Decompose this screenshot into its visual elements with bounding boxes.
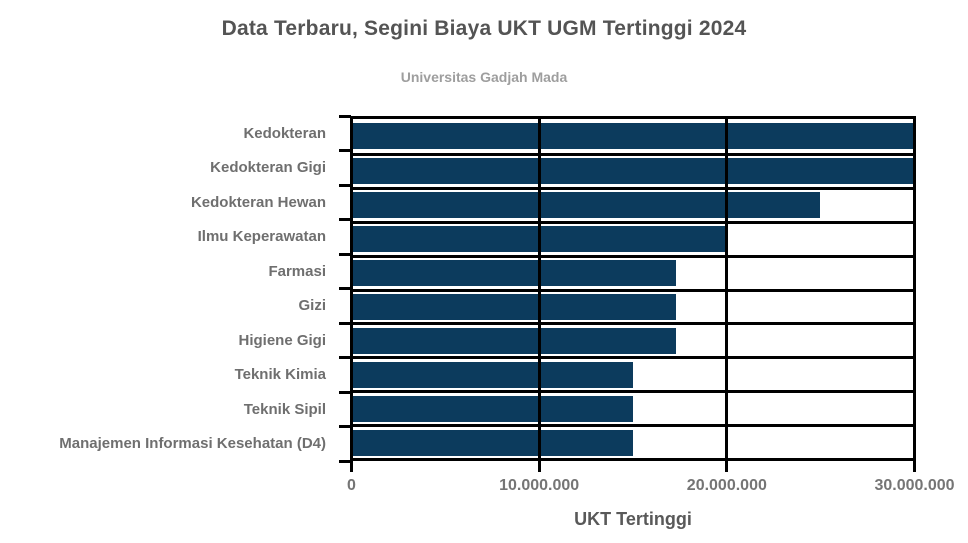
x-tick <box>913 461 916 472</box>
bar <box>353 158 913 185</box>
x-axis-title: UKT Tertinggi <box>574 509 692 529</box>
y-tick <box>339 149 351 152</box>
chart-title: Data Terbaru, Segini Biaya UKT UGM Terti… <box>221 17 747 40</box>
plot-area <box>350 116 916 461</box>
bar <box>353 192 820 219</box>
y-tick <box>339 252 351 256</box>
bar-row <box>353 152 913 187</box>
bar-row <box>353 288 913 323</box>
x-tick-label: 30.000.000 <box>874 477 955 494</box>
bar-row <box>353 254 913 289</box>
category-label: Kedokteran Hewan <box>190 193 326 211</box>
bar-row <box>353 220 913 255</box>
y-tick <box>339 390 351 394</box>
bar-row <box>353 186 913 221</box>
bar-row <box>353 322 913 356</box>
x-tick-label: 0 <box>347 477 356 494</box>
bar <box>353 429 633 456</box>
x-tick <box>350 461 353 472</box>
bar <box>353 327 676 354</box>
x-tick <box>537 461 541 472</box>
bar-row <box>353 356 913 390</box>
bar <box>353 122 913 149</box>
gridline <box>538 119 542 458</box>
gridline <box>724 119 728 458</box>
y-tick <box>339 321 351 325</box>
category-label: Higiene Gigi <box>238 331 326 349</box>
category-label: Teknik Kimia <box>234 366 326 384</box>
y-tick <box>339 287 351 290</box>
x-tick-label: 20.000.000 <box>686 477 767 494</box>
bar-row <box>353 390 913 424</box>
y-tick <box>339 183 351 187</box>
category-label: Kedokteran <box>243 124 326 142</box>
category-label: Teknik Sipil <box>243 400 326 418</box>
y-tick <box>339 459 351 463</box>
category-label: Ilmu Keperawatan <box>197 228 326 246</box>
category-label: Gizi <box>298 297 326 315</box>
category-label: Manajemen Informasi Kesehatan (D4) <box>59 435 326 453</box>
x-tick <box>725 461 729 472</box>
x-tick-label: 10.000.000 <box>499 477 580 494</box>
y-tick <box>339 218 351 221</box>
bar <box>353 361 633 388</box>
category-label: Farmasi <box>268 262 326 280</box>
y-tick <box>339 425 351 428</box>
category-label: Kedokteran Gigi <box>210 159 326 177</box>
y-tick <box>339 356 351 359</box>
bar <box>353 260 676 287</box>
bar-row <box>353 119 913 153</box>
category-axis-labels: Kedokteran Kedokteran Gigi Kedokteran Hewa… <box>0 116 338 461</box>
chart-subtitle: Universitas Gadjah Mada <box>400 69 568 85</box>
y-tick <box>339 114 351 118</box>
bar <box>353 293 676 320</box>
bar <box>353 395 633 422</box>
bar-row <box>353 424 913 458</box>
bar-rows <box>353 119 913 458</box>
